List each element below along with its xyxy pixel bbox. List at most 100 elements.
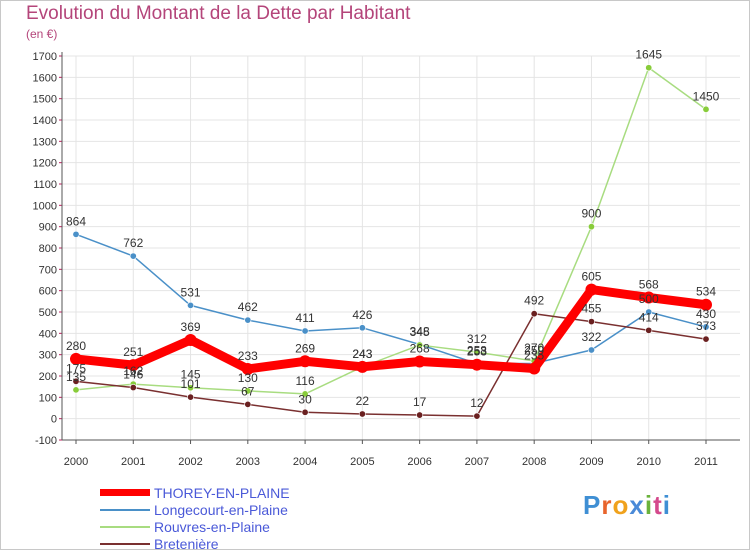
data-label: 116 — [296, 374, 315, 388]
logo-letter: t — [653, 490, 663, 520]
legend-swatch — [100, 508, 150, 511]
data-point-breteni-re — [645, 326, 653, 334]
y-tick-label: 200 — [39, 371, 57, 383]
data-label: 243 — [352, 347, 372, 361]
y-tick-label: 100 — [39, 392, 57, 404]
data-point-rouvres-en-plaine — [645, 64, 653, 72]
data-label: 455 — [581, 302, 601, 316]
data-label: 426 — [352, 308, 372, 322]
data-point-breteni-re — [301, 408, 309, 416]
grid — [62, 55, 740, 441]
y-tick-label: 700 — [39, 264, 57, 276]
data-point-thorey-en-plaine — [642, 291, 655, 304]
legend-label: Bretenière — [154, 535, 219, 552]
data-label: 162 — [123, 364, 143, 378]
x-tick-label: 2008 — [522, 456, 546, 468]
legend-item-thorey: THOREY-EN-PLAINE — [100, 484, 290, 501]
y-tick-label: 1000 — [33, 200, 57, 212]
data-point-breteni-re — [187, 393, 195, 401]
data-label: 1645 — [635, 48, 662, 62]
data-point-longecourt-en-plaine — [645, 308, 653, 316]
data-point-thorey-en-plaine — [528, 362, 541, 375]
data-point-breteni-re — [702, 335, 710, 343]
x-tick-label: 2003 — [236, 456, 260, 468]
data-label: 492 — [524, 294, 544, 308]
y-tick-label: 600 — [39, 286, 57, 298]
data-label: 864 — [66, 214, 86, 228]
logo-letter: i — [662, 490, 671, 520]
legend-label: Longecourt-en-Plaine — [154, 501, 288, 518]
data-label: 130 — [238, 371, 258, 385]
x-tick-label: 2001 — [121, 456, 145, 468]
data-label: 531 — [181, 285, 201, 299]
data-label: 17 — [413, 395, 427, 409]
data-label: 411 — [296, 311, 315, 325]
series-line-rouvres-en-plaine — [75, 66, 707, 395]
logo-letter: i — [644, 490, 654, 520]
data-label: 462 — [238, 300, 258, 314]
data-point-breteni-re — [358, 410, 366, 418]
legend-item-rouvres: Rouvres-en-Plaine — [100, 518, 290, 535]
legend-swatch — [100, 525, 150, 528]
data-label: 269 — [295, 341, 315, 355]
data-label: 348 — [410, 324, 430, 338]
data-label: 270 — [524, 341, 544, 355]
data-point-longecourt-en-plaine — [301, 327, 309, 335]
data-label: 101 — [181, 377, 201, 391]
series-line-longecourt-en-plaine — [75, 233, 707, 365]
data-point-rouvres-en-plaine — [702, 105, 710, 113]
data-point-breteni-re — [587, 318, 595, 326]
x-tick-label: 2010 — [636, 456, 660, 468]
y-tick-label: 1700 — [33, 51, 57, 63]
data-point-rouvres-en-plaine — [187, 384, 195, 392]
data-point-thorey-en-plaine — [241, 362, 254, 375]
data-point-rouvres-en-plaine — [473, 348, 481, 356]
data-label: 322 — [581, 330, 601, 344]
data-label: 175 — [66, 361, 86, 375]
data-point-longecourt-en-plaine — [244, 316, 252, 324]
y-tick-label: 400 — [39, 328, 57, 340]
axes: -100 0 100 200 300 400 500 600 700 800 900 1000 1100… — [33, 51, 740, 468]
data-label: 414 — [639, 310, 659, 324]
data-label: 345 — [410, 325, 430, 339]
data-label: 135 — [66, 370, 86, 384]
legend: THOREY-EN-PLAINE Longecourt-en-Plaine Ro… — [100, 484, 290, 552]
y-tick-label: 500 — [39, 307, 57, 319]
legend-label: THOREY-EN-PLAINE — [154, 484, 290, 501]
x-tick-label: 2007 — [465, 456, 489, 468]
chart-subtitle: (en €) — [26, 27, 58, 41]
data-point-thorey-en-plaine — [413, 355, 426, 368]
y-tick-label: 800 — [39, 243, 57, 255]
proxiti-logo: Proxiti — [583, 490, 671, 521]
data-point-thorey-en-plaine — [127, 359, 140, 372]
chart-title: Evolution du Montant de la Dette par Hab… — [26, 3, 411, 24]
data-point-breteni-re — [129, 384, 137, 392]
legend-item-bretenierre: Bretenière — [100, 535, 290, 552]
data-point-thorey-en-plaine — [70, 352, 82, 365]
y-tick-label: -100 — [35, 435, 57, 447]
data-label: 900 — [581, 207, 601, 221]
data-point-thorey-en-plaine — [184, 333, 197, 346]
data-point-rouvres-en-plaine — [587, 223, 595, 231]
data-label: 534 — [696, 285, 716, 299]
x-tick-label: 2000 — [64, 456, 88, 468]
logo-letter: o — [612, 490, 630, 520]
data-label: 430 — [696, 307, 716, 321]
data-label: 373 — [696, 319, 716, 333]
data-point-rouvres-en-plaine — [72, 386, 80, 394]
logo-letter: P — [583, 490, 602, 520]
logo-letter: r — [601, 490, 613, 520]
data-label: 12 — [470, 396, 484, 410]
data-label: 253 — [467, 345, 487, 359]
legend-swatch — [100, 489, 150, 496]
logo-letter: x — [629, 490, 645, 520]
data-point-longecourt-en-plaine — [72, 230, 80, 238]
series-line-thorey-en-plaine — [71, 285, 711, 374]
data-point-thorey-en-plaine — [299, 355, 312, 368]
data-point-longecourt-en-plaine — [358, 324, 366, 332]
x-tick-label: 2004 — [293, 456, 317, 468]
y-tick-label: 1300 — [33, 136, 57, 148]
legend-item-longecourt: Longecourt-en-Plaine — [100, 501, 290, 518]
y-tick-label: 1200 — [33, 158, 57, 170]
data-label: 259 — [524, 343, 544, 357]
